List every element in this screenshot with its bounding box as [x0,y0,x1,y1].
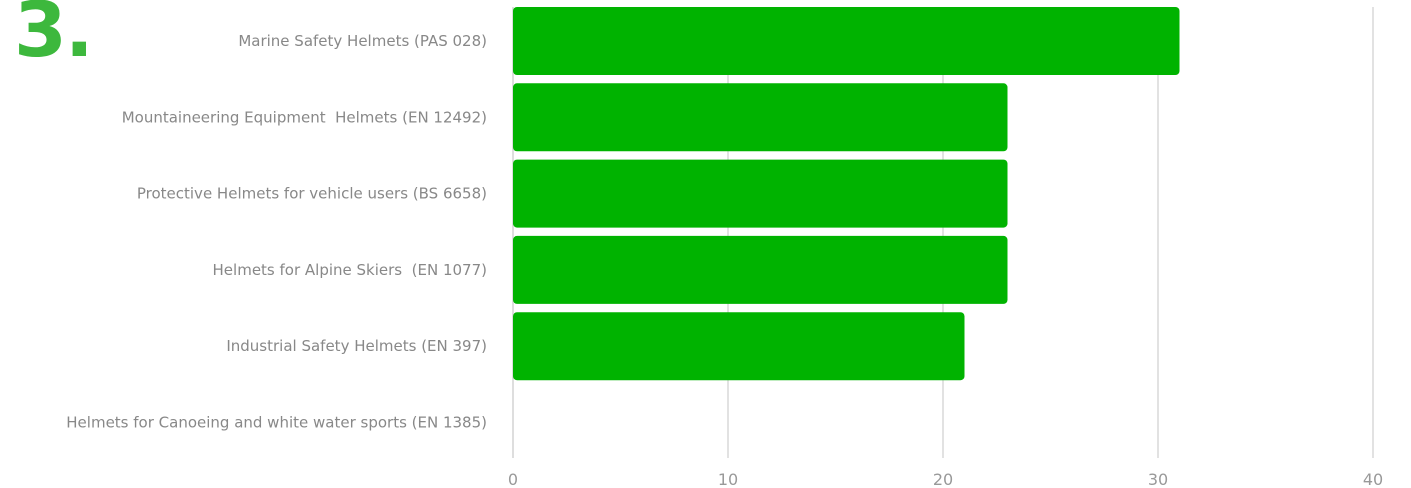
category-label: Helmets for Canoeing and white water spo… [66,414,487,432]
bar [513,83,1008,152]
bars [513,7,1180,381]
x-tick-label: 10 [718,470,738,488]
category-label: Industrial Safety Helmets (EN 397) [226,337,487,355]
x-axis-ticks: 0 10 20 30 40 [508,470,1383,488]
gridlines [512,7,1374,458]
category-label: Helmets for Alpine Skiers (EN 1077) [213,261,487,279]
bar [513,159,1008,228]
category-label: Marine Safety Helmets (PAS 028) [238,32,487,50]
x-tick-label: 20 [933,470,953,488]
rank-number: 3. [14,0,94,74]
bar [513,7,1180,75]
category-label: Protective Helmets for vehicle users (BS… [137,185,487,203]
x-tick-label: 40 [1363,470,1383,488]
x-tick-label: 0 [508,470,518,488]
bar [513,235,1008,304]
category-labels: Marine Safety Helmets (PAS 028) Mountaine… [66,32,487,432]
bar [513,312,965,381]
x-tick-label: 30 [1148,470,1168,488]
category-label: Mountaineering Equipment Helmets (EN 124… [122,108,487,126]
